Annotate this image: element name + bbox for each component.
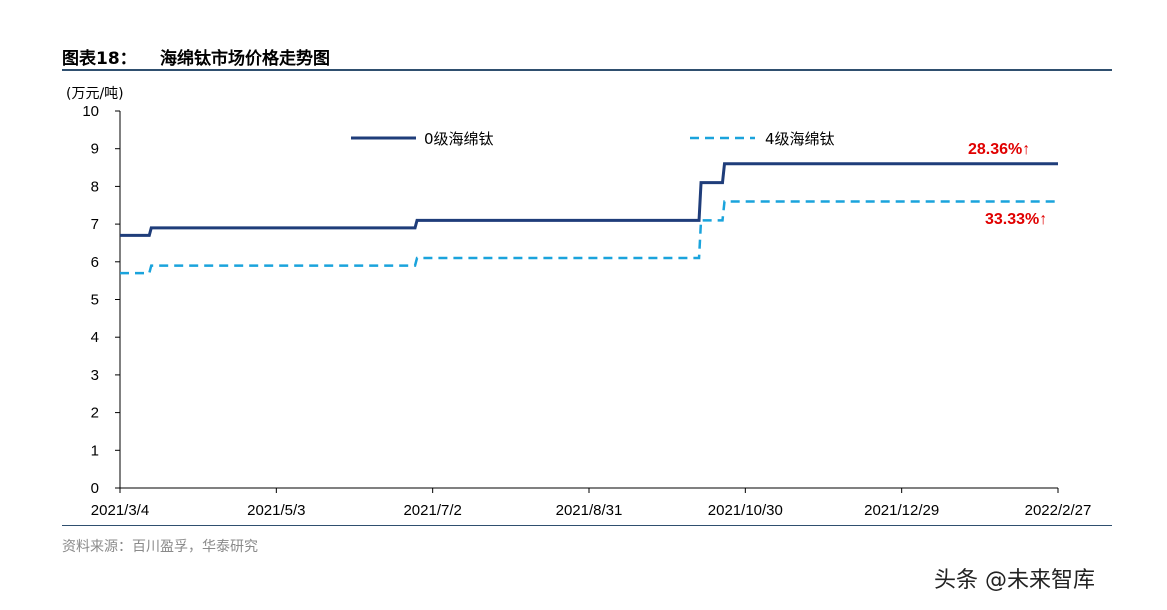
annotation-0-change: 28.36%↑ (968, 141, 1030, 158)
x-tick-label: 2021/7/2 (403, 502, 461, 519)
y-tick-label: 7 (91, 216, 99, 233)
source-note: 资料来源：百川盈孚，华泰研究 (62, 539, 258, 555)
figure-title: 海绵钛市场价格走势图 (160, 49, 330, 69)
y-tick-label: 6 (91, 254, 99, 271)
y-tick-label: 8 (91, 178, 99, 195)
y-tick-label: 5 (91, 292, 99, 309)
x-tick-label: 2021/3/4 (91, 502, 149, 519)
x-tick-label: 2021/5/3 (247, 502, 305, 519)
figure-header: 图表18： 海绵钛市场价格走势图 (62, 44, 1112, 70)
x-tick-label: 2021/8/31 (556, 502, 623, 519)
figure-label: 图表18： (62, 49, 137, 69)
plot-area (120, 162, 1058, 275)
y-axis: 0 1 2 3 4 5 6 7 8 9 10 (82, 103, 121, 497)
series-line-0 (120, 162, 1058, 237)
y-tick-label: 0 (91, 480, 99, 497)
y-tick-label: 1 (91, 442, 99, 459)
footer-rule (62, 525, 1112, 526)
y-tick-label: 4 (91, 329, 99, 346)
legend-label-1: 4级海绵钛 (765, 130, 835, 148)
x-tick-label: 2021/12/29 (864, 502, 939, 519)
x-axis: 2021/3/4 2021/5/3 2021/7/2 2021/8/31 2021/10… (91, 487, 1092, 519)
header-rule (62, 69, 1112, 71)
legend-label-0: 0级海绵钛 (424, 130, 494, 148)
y-tick-label: 3 (91, 367, 99, 384)
y-tick-label: 2 (91, 405, 99, 422)
y-tick-label: 10 (82, 103, 99, 120)
y-tick-label: 9 (91, 141, 99, 158)
series-line-1 (120, 200, 1058, 275)
y-axis-unit: (万元/吨) (66, 86, 124, 102)
annotation-1-change: 33.33%↑ (985, 211, 1047, 228)
legend: 0级海绵钛 4级海绵钛 (351, 130, 835, 148)
x-tick-label: 2021/10/30 (708, 502, 783, 519)
x-tick-label: 2022/2/27 (1025, 502, 1092, 519)
watermark: 头条 @未来智库 (934, 568, 1095, 593)
